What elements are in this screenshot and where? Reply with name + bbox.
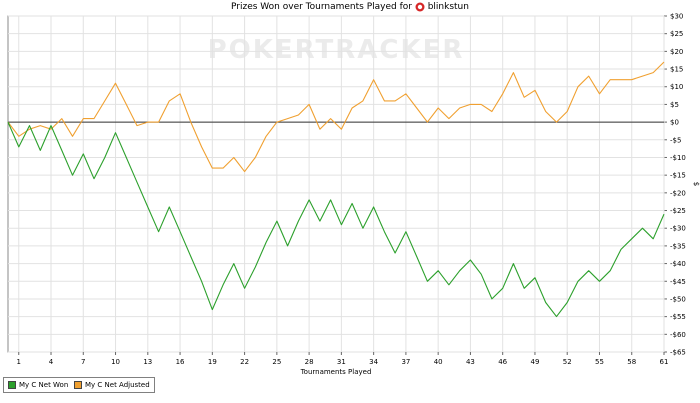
y-tick-label: -$35 [670,242,686,250]
y-axis-label: $ [692,182,700,186]
x-tick-label: 1 [17,358,21,366]
y-tick-label: -$45 [670,278,686,286]
plot-area [7,15,665,353]
poker-chip-icon [415,2,425,12]
chart-title-text: Prizes Won over Tournaments Played for [231,2,412,12]
x-tick-label: 22 [240,358,249,366]
legend-label-net-won: My C Net Won [19,381,69,389]
legend-swatch-net-won [8,381,16,389]
x-tick-label: 58 [627,358,636,366]
x-tick-label: 13 [143,358,152,366]
y-tick-label: $0 [670,119,679,127]
y-tick-label: -$20 [670,189,686,197]
y-tick-label: -$40 [670,260,686,268]
x-tick-label: 31 [337,358,346,366]
legend-label-net-adjusted: My C Net Adjusted [85,381,150,389]
legend: My C Net Won My C Net Adjusted [3,377,155,393]
y-tick-label: -$55 [670,313,686,321]
watermark: POKERTRACKER [208,35,465,65]
y-tick-label: -$15 [670,172,686,180]
x-axis-label: Tournaments Played [300,368,372,376]
x-tick-label: 25 [272,358,281,366]
x-tick-label: 43 [466,358,475,366]
y-tick-label: $20 [670,48,683,56]
legend-swatch-net-adjusted [74,381,82,389]
y-tick-label: -$10 [670,154,686,162]
series-line-net-won [7,121,665,318]
x-tick-label: 37 [401,358,410,366]
y-tick-label: -$5 [670,136,681,144]
x-tick-label: 19 [208,358,217,366]
y-tick-label: $15 [670,66,683,74]
x-tick-label: 16 [176,358,185,366]
y-tick-label: $5 [670,101,679,109]
x-tick-label: 28 [305,358,314,366]
y-tick-label: $25 [670,30,683,38]
x-tick-label: 10 [111,358,120,366]
x-tick-label: 40 [434,358,443,366]
x-tick-label: 4 [49,358,54,366]
y-tick-label: -$65 [670,349,686,357]
y-tick-label: $30 [670,13,683,21]
x-tick-label: 34 [369,358,378,366]
y-tick-label: -$25 [670,207,686,215]
player-name: blinkstun [427,2,469,12]
x-tick-label: 61 [660,358,669,366]
x-tick-label: 7 [81,358,85,366]
legend-item-net-adjusted: My C Net Adjusted [74,381,150,389]
y-tick-label: -$60 [670,331,686,339]
y-tick-label: $10 [670,83,683,91]
x-tick-label: 55 [595,358,604,366]
x-tick-label: 49 [530,358,539,366]
legend-item-net-won: My C Net Won [8,381,68,389]
series-line-net-adjusted [7,61,665,173]
x-tick-label: 46 [498,358,507,366]
y-tick-label: -$50 [670,295,686,303]
y-tick-label: -$30 [670,225,686,233]
chart-title: Prizes Won over Tournaments Played for b… [0,2,700,13]
x-tick-label: 52 [563,358,572,366]
